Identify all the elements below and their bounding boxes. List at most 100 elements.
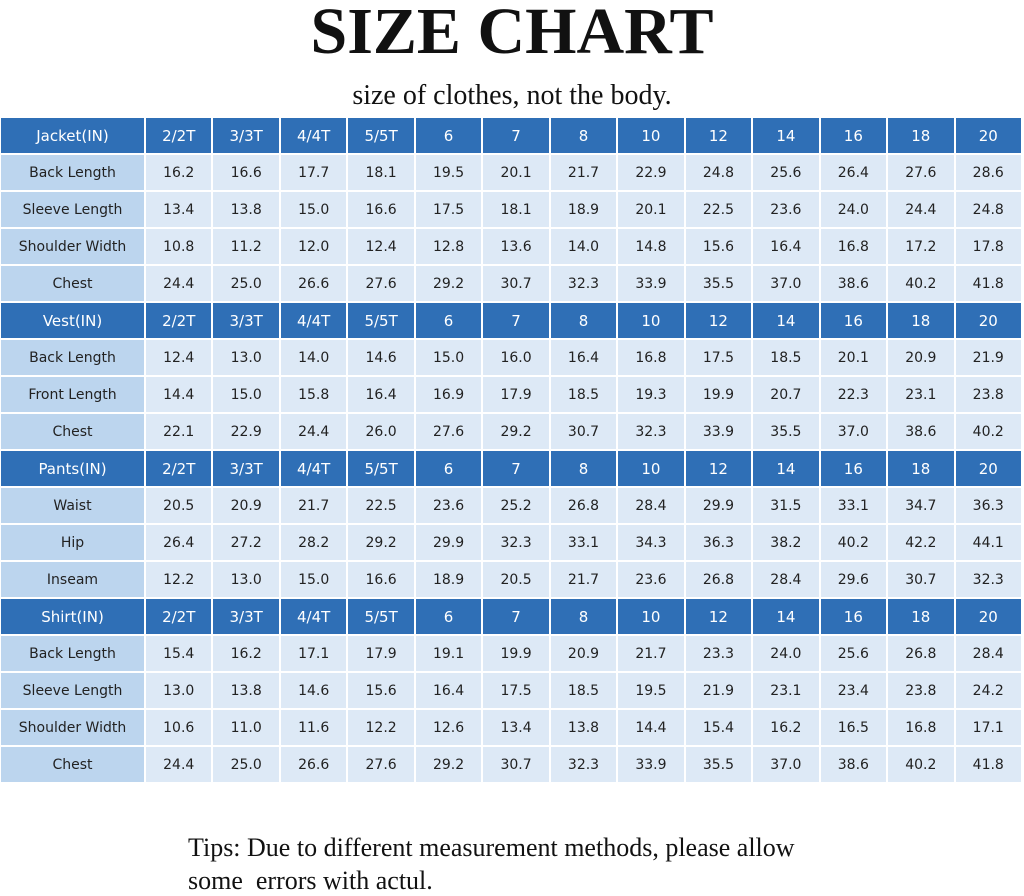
measurement-cell: 17.9: [482, 376, 550, 413]
measurement-cell: 29.9: [684, 487, 753, 524]
measurement-cell: 16.2: [212, 635, 280, 672]
measurement-cell: 26.6: [279, 265, 348, 302]
size-header: 12: [684, 302, 753, 339]
size-header: 3/3T: [212, 450, 280, 487]
measurement-cell: 36.3: [954, 487, 1022, 524]
measurement-cell: 16.2: [145, 154, 213, 191]
measurement-cell: 15.6: [347, 672, 415, 709]
tip-line: some errors with actul.: [188, 866, 433, 895]
measurement-cell: 15.6: [684, 228, 753, 265]
measurement-cell: 15.0: [212, 376, 280, 413]
size-header: 20: [954, 117, 1022, 154]
measurement-cell: 30.7: [482, 265, 550, 302]
measurement-cell: 14.0: [549, 228, 618, 265]
size-header: 14: [752, 598, 820, 635]
size-header: 2/2T: [145, 117, 213, 154]
size-header: 12: [684, 117, 753, 154]
measurement-cell: 29.6: [819, 561, 888, 598]
measurement-cell: 21.9: [954, 339, 1022, 376]
measurement-cell: 44.1: [954, 524, 1022, 561]
measurement-cell: 40.2: [954, 413, 1022, 450]
measurement-cell: 10.8: [145, 228, 213, 265]
measurement-cell: 18.1: [347, 154, 415, 191]
measurement-cell: 13.0: [212, 339, 280, 376]
measurement-cell: 22.1: [145, 413, 213, 450]
measurement-cell: 36.3: [684, 524, 753, 561]
measurement-cell: 14.6: [279, 672, 348, 709]
measurement-cell: 38.6: [819, 265, 888, 302]
size-header: 14: [752, 450, 820, 487]
measurement-cell: 41.8: [954, 265, 1022, 302]
measurement-cell: 32.3: [482, 524, 550, 561]
measurement-cell: 17.5: [482, 672, 550, 709]
row-label: Back Length: [0, 339, 145, 376]
size-header: 5/5T: [347, 598, 415, 635]
size-header: 7: [482, 302, 550, 339]
measurement-cell: 18.5: [549, 376, 618, 413]
measurement-cell: 15.4: [684, 709, 753, 746]
measurement-cell: 24.4: [145, 265, 213, 302]
measurement-cell: 28.4: [954, 635, 1022, 672]
measurement-cell: 13.0: [212, 561, 280, 598]
measurement-cell: 16.4: [549, 339, 618, 376]
measurement-cell: 15.0: [279, 561, 348, 598]
size-header: 4/4T: [279, 117, 348, 154]
measurement-cell: 29.2: [414, 746, 483, 783]
measurement-cell: 11.2: [212, 228, 280, 265]
row-label: Waist: [0, 487, 145, 524]
measurement-cell: 15.0: [414, 339, 483, 376]
measurement-cell: 30.7: [887, 561, 955, 598]
measurement-cell: 37.0: [819, 413, 888, 450]
measurement-cell: 28.4: [752, 561, 820, 598]
section-header: Vest(IN): [0, 302, 145, 339]
measurement-cell: 18.5: [752, 339, 820, 376]
size-header: 14: [752, 117, 820, 154]
measurement-cell: 23.6: [752, 191, 820, 228]
size-header: 18: [887, 302, 955, 339]
measurement-cell: 33.9: [684, 413, 753, 450]
measurement-cell: 29.2: [414, 265, 483, 302]
measurement-cell: 27.6: [887, 154, 955, 191]
measurement-cell: 20.9: [549, 635, 618, 672]
size-header: 3/3T: [212, 302, 280, 339]
measurement-cell: 16.4: [752, 228, 820, 265]
measurement-cell: 14.0: [279, 339, 348, 376]
section-header: Jacket(IN): [0, 117, 145, 154]
size-header: 8: [549, 302, 618, 339]
measurement-cell: 16.6: [347, 191, 415, 228]
measurement-cell: 19.3: [617, 376, 685, 413]
measurement-cell: 32.3: [617, 413, 685, 450]
row-label: Sleeve Length: [0, 672, 145, 709]
size-header: 6: [414, 117, 483, 154]
measurement-cell: 12.2: [145, 561, 213, 598]
measurement-cell: 15.4: [145, 635, 213, 672]
size-header: 3/3T: [212, 598, 280, 635]
measurement-cell: 20.5: [482, 561, 550, 598]
measurement-cell: 22.9: [212, 413, 280, 450]
size-header: 10: [617, 598, 685, 635]
measurement-cell: 25.6: [752, 154, 820, 191]
measurement-cell: 28.2: [279, 524, 348, 561]
size-header: 18: [887, 117, 955, 154]
size-header: 7: [482, 450, 550, 487]
measurement-cell: 14.4: [145, 376, 213, 413]
measurement-cell: 23.8: [887, 672, 955, 709]
row-label: Chest: [0, 746, 145, 783]
measurement-cell: 40.2: [887, 265, 955, 302]
measurement-cell: 18.9: [549, 191, 618, 228]
row-label: Shoulder Width: [0, 709, 145, 746]
measurement-cell: 11.0: [212, 709, 280, 746]
size-header: 6: [414, 302, 483, 339]
size-header: 10: [617, 450, 685, 487]
measurement-cell: 18.5: [549, 672, 618, 709]
measurement-cell: 27.6: [414, 413, 483, 450]
size-header: 3/3T: [212, 117, 280, 154]
title: SIZE CHART: [310, 0, 714, 68]
measurement-cell: 13.4: [482, 709, 550, 746]
measurement-cell: 40.2: [819, 524, 888, 561]
measurement-cell: 37.0: [752, 746, 820, 783]
measurement-cell: 23.1: [752, 672, 820, 709]
measurement-cell: 12.4: [347, 228, 415, 265]
size-header: 14: [752, 302, 820, 339]
